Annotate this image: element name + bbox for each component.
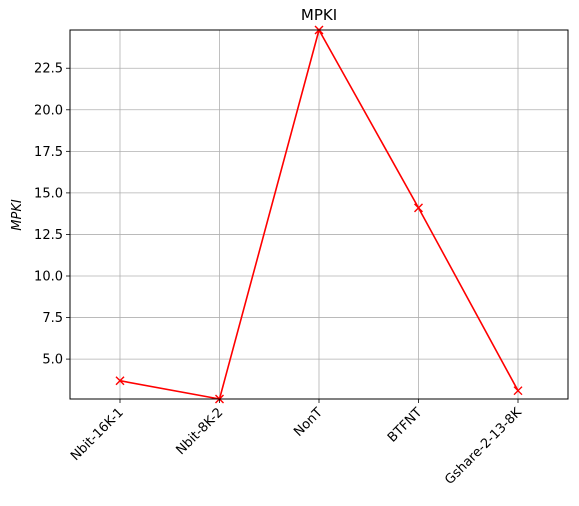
data-point-marker <box>513 386 523 396</box>
y-tick-label: 12.5 <box>34 228 63 243</box>
y-tick-label: 5.0 <box>42 353 63 368</box>
y-tick-label: 7.5 <box>42 311 63 326</box>
chart-title: MPKI <box>301 6 337 24</box>
data-point-marker <box>414 203 423 213</box>
y-tick-label: 10.0 <box>34 270 63 285</box>
x-tick-label: BTFNT <box>385 405 425 445</box>
x-tick-label: Nbit-16K-1 <box>68 405 127 464</box>
x-axis: Nbit-16K-1 Nbit-8K-2 NonT BTFNT Gshare-2-13-… <box>68 399 525 488</box>
y-tick-label: 17.5 <box>34 145 63 160</box>
x-tick-label: NonT <box>291 405 326 440</box>
data-point-marker <box>115 376 125 386</box>
y-axis-label: MPKI <box>10 199 25 231</box>
y-tick-label: 15.0 <box>34 186 63 201</box>
x-tick-label: Nbit-8K-2 <box>173 405 226 458</box>
y-tick-label: 20.0 <box>34 103 63 118</box>
y-tick-label: 22.5 <box>34 62 63 77</box>
x-tick-label: Gshare-2-13-8K <box>442 405 525 488</box>
grid <box>70 30 568 399</box>
y-axis: 5.0 7.5 10.0 12.5 15.0 17.5 20.0 22.5 <box>34 62 70 368</box>
